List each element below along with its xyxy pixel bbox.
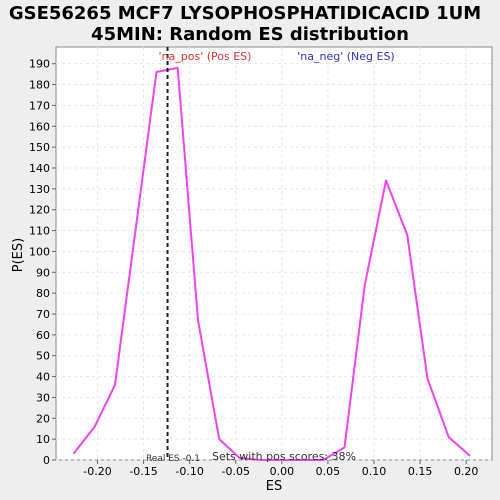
real-es-label: Real ES -0.1 bbox=[146, 454, 200, 464]
y-axis-label: P(ES) bbox=[11, 238, 26, 272]
y-tick-label: 190 bbox=[29, 58, 50, 71]
x-tick-label: 0.20 bbox=[454, 465, 479, 478]
x-tick-label: 0.10 bbox=[362, 465, 387, 478]
legend-pos-label: 'na_pos' (Pos ES) bbox=[159, 50, 252, 63]
y-tick-label: 120 bbox=[29, 204, 50, 217]
y-tick-label: 180 bbox=[29, 79, 50, 92]
y-tick-label: 110 bbox=[29, 225, 50, 238]
y-tick-label: 0 bbox=[43, 454, 50, 467]
y-tick-label: 80 bbox=[36, 287, 50, 300]
y-tick-label: 10 bbox=[36, 433, 50, 446]
series-group bbox=[72, 66, 471, 461]
y-tick-label: 160 bbox=[29, 120, 50, 133]
x-tick-label: 0.05 bbox=[316, 465, 341, 478]
x-tick-label: -0.10 bbox=[175, 465, 203, 478]
pos-scores-annotation: Sets with pos scores: 38% bbox=[212, 450, 356, 463]
x-axis-label: ES bbox=[266, 479, 282, 494]
y-tick-label: 150 bbox=[29, 141, 50, 154]
y-tick-label: 170 bbox=[29, 99, 50, 112]
y-tick-label: 40 bbox=[36, 371, 50, 384]
y-tick-label: 70 bbox=[36, 308, 50, 321]
x-tick-label: 0.00 bbox=[270, 465, 295, 478]
x-tick-label: 0.15 bbox=[408, 465, 433, 478]
chart-title-line2: 45MIN: Random ES distribution bbox=[91, 24, 409, 45]
x-axis-ticks: -0.20 -0.15 -0.10 -0.05 0.00 0.05 0.10 0.15 0.20 bbox=[83, 460, 478, 478]
y-tick-label: 50 bbox=[36, 350, 50, 363]
y-tick-label: 90 bbox=[36, 266, 50, 279]
distribution-line bbox=[72, 66, 471, 461]
chart-title-line1: GSE56265 MCF7 LYSOPHOSPHATIDICACID 1UM bbox=[9, 3, 481, 24]
x-tick-label: -0.15 bbox=[129, 465, 157, 478]
y-tick-label: 20 bbox=[36, 412, 50, 425]
x-tick-label: -0.05 bbox=[222, 465, 250, 478]
legend-neg-label: 'na_neg' (Neg ES) bbox=[297, 50, 394, 63]
plot-area bbox=[55, 46, 493, 461]
x-tick-label: -0.20 bbox=[83, 465, 111, 478]
grid bbox=[56, 47, 492, 461]
y-tick-label: 60 bbox=[36, 329, 50, 342]
y-tick-label: 130 bbox=[29, 183, 50, 196]
y-axis-ticks: 0 10 20 30 40 50 60 70 80 90 100 110 120 130 140 150 160… bbox=[29, 58, 56, 467]
y-tick-label: 140 bbox=[29, 162, 50, 175]
y-tick-label: 100 bbox=[29, 245, 50, 258]
y-tick-label: 30 bbox=[36, 391, 50, 404]
